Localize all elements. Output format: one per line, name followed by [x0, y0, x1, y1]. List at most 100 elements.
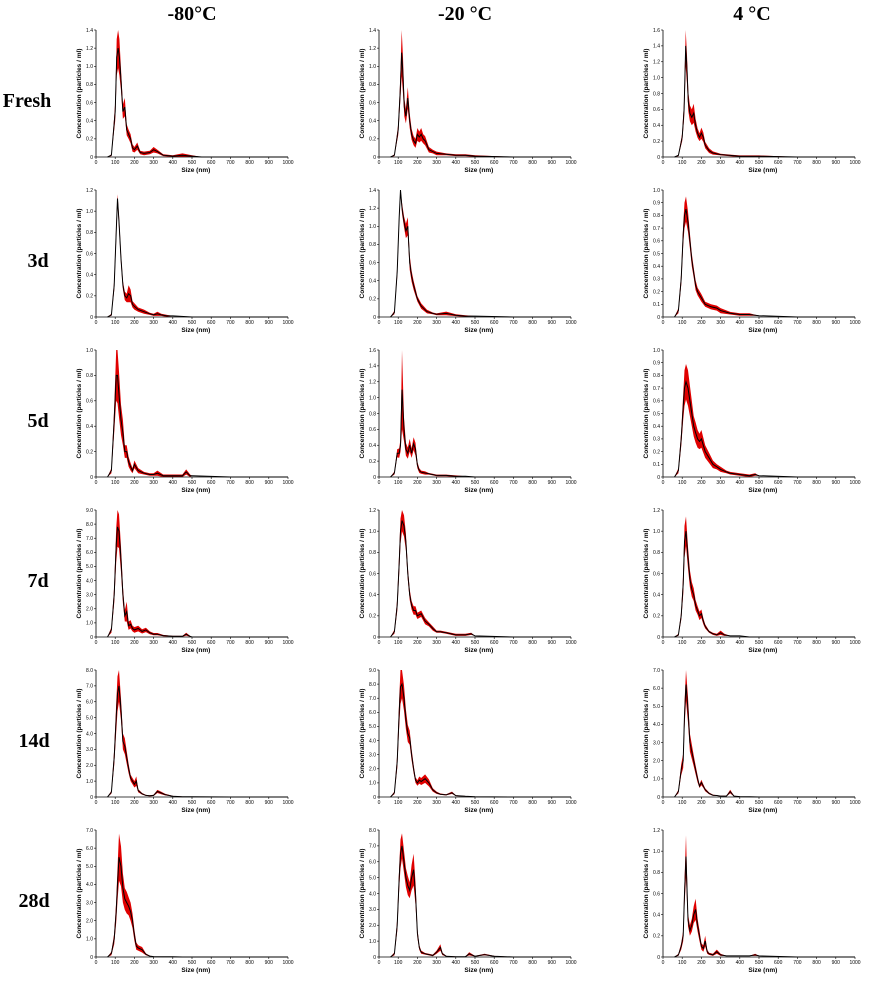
x-tick-label: 100	[678, 800, 687, 806]
y-tick-label: 0.4	[86, 424, 93, 430]
y-axis-title: Concentration (particles / ml)	[359, 849, 366, 939]
x-tick-label: 100	[394, 160, 403, 166]
x-tick-label: 900	[832, 480, 841, 486]
y-tick-label: 0.8	[653, 550, 660, 556]
chart-panel: 0 100 200 300 400 500 600 700 800 900 1000 0 1.0 2.0 3…	[76, 828, 294, 974]
x-tick-label: 1000	[282, 960, 293, 966]
y-tick-label: 1.0	[653, 75, 660, 81]
y-axis-title: Concentration (particles / ml)	[76, 49, 83, 139]
y-tick-label: 2.0	[86, 919, 93, 925]
x-tick-label: 0	[662, 800, 665, 806]
y-tick-label: 0	[90, 955, 93, 961]
y-tick-label: 7.0	[86, 684, 93, 690]
error-band	[390, 833, 571, 957]
x-tick-label: 400	[736, 800, 745, 806]
x-tick-label: 0	[378, 480, 381, 486]
y-tick-label: 1.2	[653, 60, 660, 66]
error-band	[674, 30, 855, 157]
x-tick-label: 200	[697, 800, 706, 806]
chart-panels: 0 100 200 300 400 500 600 700 800 900 100000.20.40…	[76, 28, 861, 974]
x-tick-label: 0	[662, 320, 665, 326]
x-tick-label: 700	[793, 800, 802, 806]
y-tick-label: 1.0	[653, 348, 660, 354]
x-tick-label: 700	[226, 640, 235, 646]
x-tick-label: 1000	[565, 480, 576, 486]
mean-line	[674, 856, 855, 958]
x-tick-label: 400	[169, 480, 178, 486]
x-tick-label: 500	[755, 320, 764, 326]
x-tick-label: 500	[188, 160, 197, 166]
x-tick-label: 500	[471, 800, 480, 806]
x-tick-label: 300	[149, 960, 158, 966]
x-tick-label: 500	[471, 960, 480, 966]
y-tick-label: 0.2	[653, 449, 660, 455]
y-tick-label: 1.0	[653, 777, 660, 783]
y-tick-label: 1.0	[86, 621, 93, 627]
y-tick-label: 0.2	[86, 294, 93, 300]
y-tick-label: 1.0	[369, 395, 376, 401]
x-tick-label: 1000	[565, 800, 576, 806]
row-label-5d: 5d	[27, 410, 48, 432]
x-tick-label: 900	[265, 640, 274, 646]
x-axis-title: Size (nm)	[181, 167, 210, 174]
y-tick-label: 1.0	[653, 849, 660, 855]
x-tick-label: 400	[169, 960, 178, 966]
y-tick-label: 0	[657, 955, 660, 961]
y-tick-label: 0.6	[86, 251, 93, 257]
y-tick-label: 0.9	[653, 201, 660, 207]
y-tick-label: 0.8	[653, 91, 660, 97]
y-tick-label: 2.0	[86, 607, 93, 613]
y-tick-label: 0.4	[653, 264, 660, 270]
y-tick-label: 6.0	[369, 710, 376, 716]
x-tick-label: 600	[207, 160, 216, 166]
y-tick-label: 4.0	[369, 891, 376, 897]
x-tick-label: 0	[378, 640, 381, 646]
x-tick-label: 1000	[565, 960, 576, 966]
error-band	[107, 30, 288, 157]
x-tick-label: 900	[832, 640, 841, 646]
y-tick-label: 1.0	[86, 209, 93, 215]
x-tick-label: 100	[394, 960, 403, 966]
x-tick-label: 200	[130, 640, 139, 646]
y-tick-label: 1.4	[86, 28, 93, 34]
x-tick-label: 700	[509, 320, 518, 326]
x-tick-label: 100	[678, 480, 687, 486]
row-label-3d: 3d	[27, 250, 48, 272]
y-tick-label: 3.0	[369, 752, 376, 758]
y-tick-label: 0.5	[653, 411, 660, 417]
y-tick-label: 1.0	[86, 64, 93, 70]
mean-line	[107, 374, 288, 478]
y-tick-label: 0.5	[653, 251, 660, 257]
x-tick-label: 500	[471, 320, 480, 326]
mean-line	[107, 198, 288, 318]
x-tick-label: 900	[265, 960, 274, 966]
y-tick-label: 6.0	[86, 846, 93, 852]
x-tick-label: 800	[245, 160, 254, 166]
x-tick-label: 400	[452, 640, 461, 646]
mean-line	[390, 52, 571, 158]
x-tick-label: 200	[413, 640, 422, 646]
x-tick-label: 400	[169, 800, 178, 806]
x-tick-label: 0	[662, 640, 665, 646]
x-tick-label: 500	[188, 960, 197, 966]
x-tick-label: 100	[111, 480, 120, 486]
y-tick-label: 3.0	[86, 900, 93, 906]
y-tick-label: 1.2	[369, 508, 376, 514]
x-tick-label: 400	[169, 640, 178, 646]
y-axis-title: Concentration (particles / ml)	[359, 49, 366, 139]
x-tick-label: 300	[149, 160, 158, 166]
x-tick-label: 0	[662, 480, 665, 486]
x-tick-label: 200	[697, 160, 706, 166]
y-tick-label: 0.8	[86, 230, 93, 236]
y-tick-label: 0	[90, 795, 93, 801]
x-tick-label: 100	[394, 320, 403, 326]
y-tick-label: 0	[373, 475, 376, 481]
x-tick-label: 700	[793, 320, 802, 326]
y-tick-label: 0.1	[653, 302, 660, 308]
x-tick-label: 800	[245, 320, 254, 326]
row-label-fresh: Fresh	[3, 90, 52, 112]
y-tick-label: 0.3	[653, 437, 660, 443]
chart-panel: 0 100 200 300 400 500 600 700 800 900 1000 0 1.0 2.0 3…	[76, 668, 294, 814]
x-tick-label: 600	[490, 640, 499, 646]
